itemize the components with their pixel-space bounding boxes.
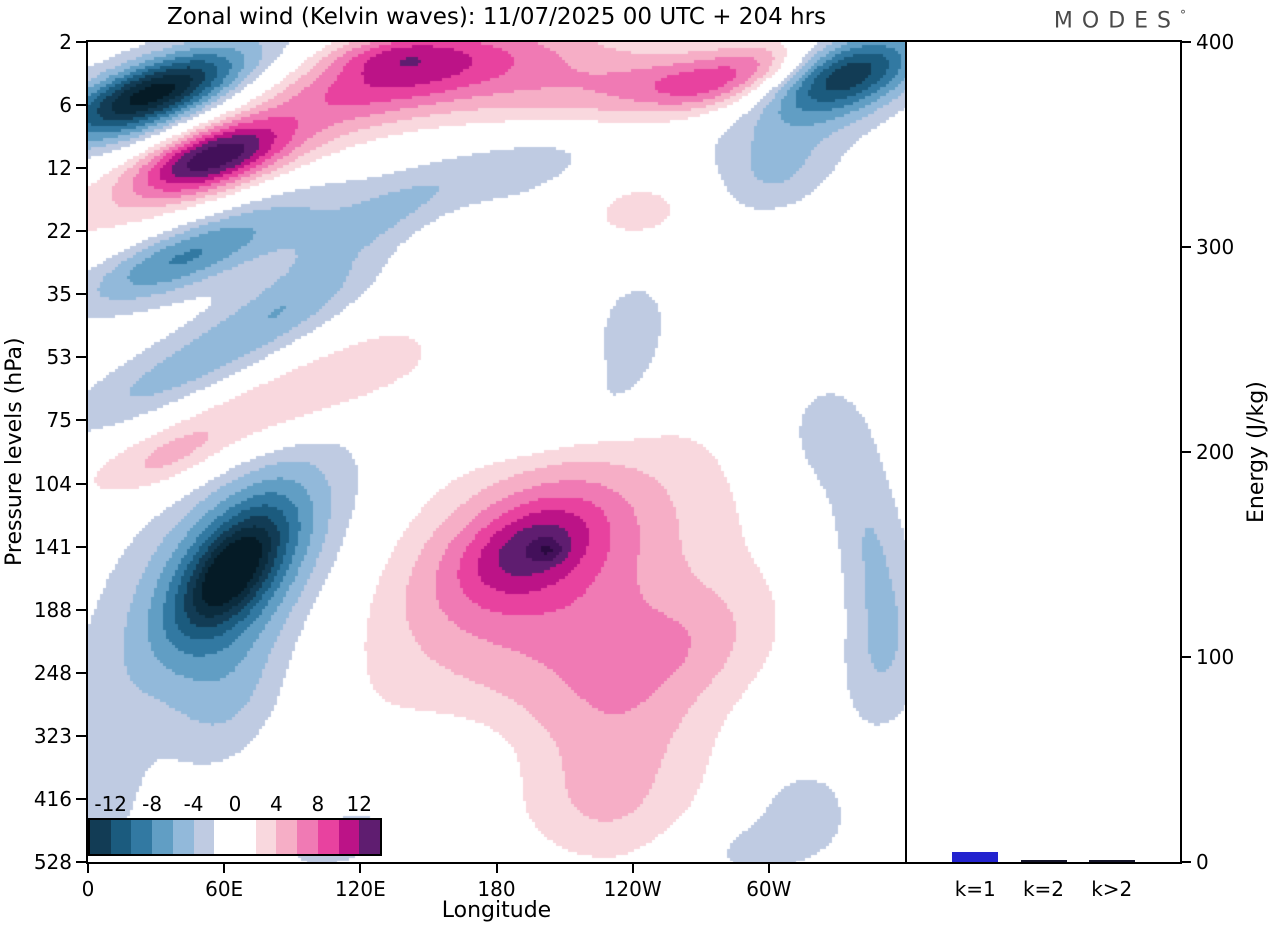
- modes-logo-text: MODES: [1053, 8, 1180, 34]
- colorbar-tick-label: 8: [311, 792, 325, 816]
- colorbar-cell: [235, 820, 256, 854]
- energy-tick-label: 0: [1196, 850, 1209, 874]
- pressure-tick: [76, 356, 86, 359]
- x-axis-label: Longitude: [441, 898, 552, 923]
- pressure-tick-label: 75: [46, 408, 72, 433]
- colorbar-cell: [110, 820, 132, 854]
- energy-bar: [1020, 859, 1067, 862]
- pressure-tick: [76, 230, 86, 233]
- chart-title: Zonal wind (Kelvin waves): 11/07/2025 00…: [166, 4, 827, 30]
- colorbar-cell: [152, 820, 173, 854]
- longitude-tick-label: 60W: [746, 877, 792, 901]
- colorbar-cell: [172, 820, 194, 854]
- pressure-tick: [76, 671, 86, 674]
- degree-mark: °: [1180, 8, 1186, 22]
- colorbar-cell: [90, 820, 111, 854]
- pressure-tick-label: 104: [33, 471, 72, 496]
- longitude-tick-label: 120W: [603, 877, 662, 901]
- pressure-tick-label: 248: [33, 660, 72, 685]
- colorbar: [88, 818, 382, 856]
- pressure-tick-label: 35: [46, 282, 72, 307]
- energy-tick: [1182, 861, 1191, 863]
- pressure-tick-label: 6: [59, 93, 72, 118]
- contour-plot: [86, 40, 907, 864]
- energy-tick: [1182, 451, 1191, 453]
- contour-canvas: [88, 42, 905, 862]
- pressure-tick: [76, 482, 86, 485]
- colorbar-cell: [317, 820, 339, 854]
- y-axis-label-energy: Energy (J/kg): [1244, 381, 1269, 523]
- pressure-tick-label: 528: [33, 850, 72, 874]
- colorbar-tick-label: -4: [183, 792, 204, 816]
- colorbar-cell: [214, 820, 236, 854]
- longitude-tick: [359, 864, 362, 873]
- pressure-tick-label: 2: [59, 30, 72, 54]
- pressure-tick-label: 22: [46, 219, 72, 244]
- pressure-tick-label: 12: [46, 156, 72, 181]
- longitude-tick-label: 0: [81, 877, 95, 901]
- pressure-tick: [76, 861, 86, 863]
- longitude-tick-label: 180: [477, 877, 516, 901]
- bar-category-label: k>2: [1091, 877, 1133, 901]
- colorbar-cell: [276, 820, 298, 854]
- longitude-tick: [495, 864, 498, 873]
- energy-tick: [1182, 41, 1191, 43]
- energy-tick-label: 400: [1196, 30, 1235, 54]
- pressure-tick: [76, 167, 86, 170]
- bar-category-label: k=1: [954, 877, 996, 901]
- energy-tick: [1182, 656, 1191, 658]
- colorbar-tick-label: 4: [270, 792, 283, 816]
- pressure-tick: [76, 797, 86, 800]
- energy-bar: [1088, 859, 1135, 862]
- pressure-tick: [76, 545, 86, 548]
- pressure-tick: [76, 293, 86, 296]
- longitude-tick: [223, 864, 226, 873]
- pressure-tick: [76, 41, 86, 43]
- pressure-tick-label: 53: [46, 345, 72, 370]
- colorbar-cell: [338, 820, 360, 854]
- energy-tick-label: 200: [1196, 440, 1235, 464]
- modes-logo: MODES°: [1054, 8, 1186, 33]
- colorbar-cell: [255, 820, 277, 854]
- longitude-tick: [767, 864, 770, 873]
- pressure-tick: [76, 608, 86, 611]
- pressure-tick-label: 323: [33, 723, 72, 748]
- colorbar-tick-label: 12: [346, 792, 373, 816]
- pressure-tick-label: 416: [33, 786, 72, 811]
- energy-tick: [1182, 246, 1191, 248]
- bar-category-label: k=2: [1022, 877, 1065, 901]
- colorbar-cell: [359, 820, 381, 854]
- energy-bar-panel: [905, 40, 1182, 864]
- longitude-tick: [87, 864, 89, 873]
- longitude-tick: [631, 864, 634, 873]
- colorbar-tick-label: -12: [94, 792, 128, 816]
- pressure-tick-label: 188: [33, 597, 72, 622]
- colorbar-cell: [193, 820, 215, 854]
- pressure-tick: [76, 104, 86, 107]
- pressure-tick: [76, 419, 86, 422]
- colorbar-tick-label: -8: [142, 792, 163, 816]
- energy-tick-label: 300: [1196, 235, 1235, 259]
- energy-tick-label: 100: [1196, 645, 1235, 669]
- colorbar-tick-label: 0: [228, 792, 242, 816]
- longitude-tick-label: 60E: [205, 877, 244, 901]
- energy-bar: [952, 851, 999, 862]
- longitude-tick-label: 120E: [334, 877, 386, 901]
- colorbar-cell: [297, 820, 318, 854]
- colorbar-cell: [131, 820, 153, 854]
- pressure-tick: [76, 734, 86, 737]
- pressure-tick-label: 141: [33, 534, 72, 559]
